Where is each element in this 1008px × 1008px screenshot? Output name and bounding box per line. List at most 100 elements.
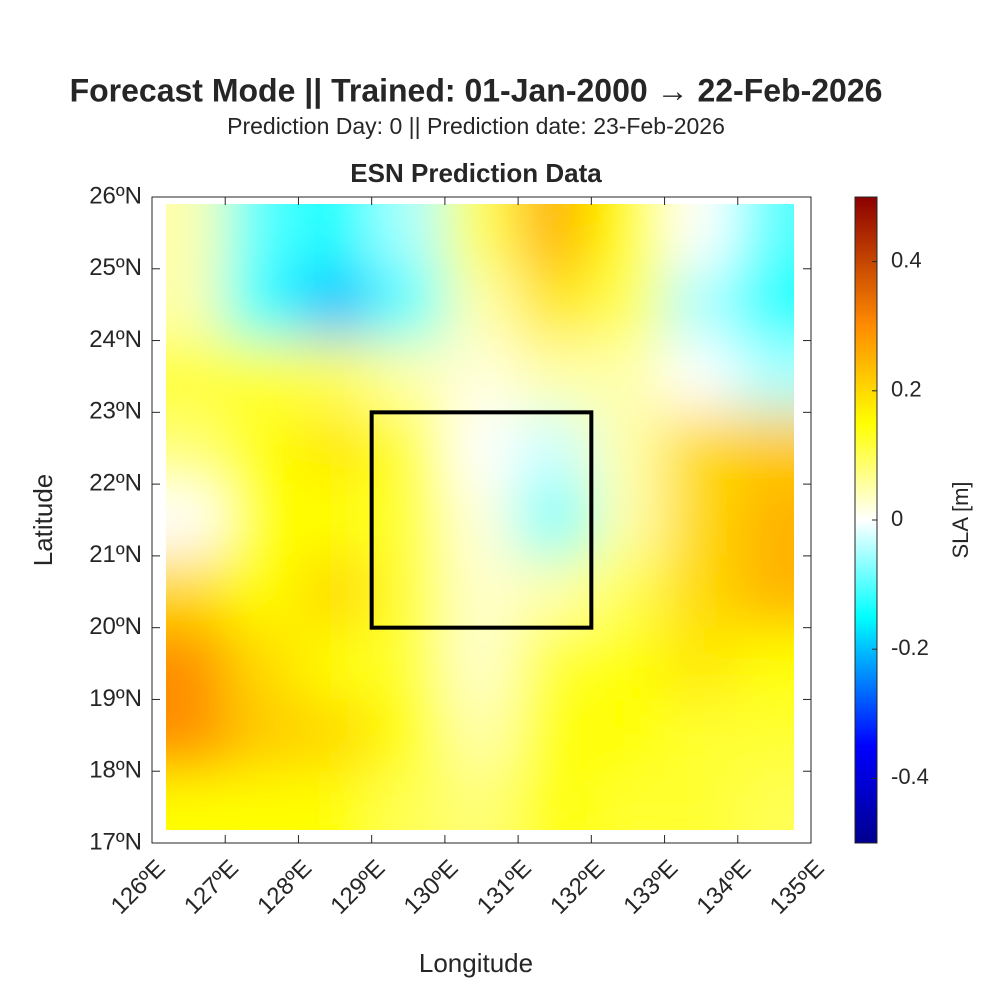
cell xyxy=(517,204,592,270)
cell xyxy=(371,411,446,485)
colorbar-label: SLA [m] xyxy=(948,481,973,558)
cell xyxy=(517,340,592,413)
cell xyxy=(444,627,519,700)
cell xyxy=(517,555,592,629)
y-tick-label: 21ºN xyxy=(89,541,142,568)
region-box xyxy=(369,410,594,630)
cell xyxy=(517,268,592,342)
plot-title: ESN Prediction Data xyxy=(350,158,602,188)
cell xyxy=(371,268,446,342)
x-tick-label: 134ºE xyxy=(692,855,757,920)
cell xyxy=(590,770,666,830)
cell xyxy=(371,770,446,830)
cell xyxy=(590,268,666,342)
y-tick-label: 24ºN xyxy=(89,326,142,353)
cell xyxy=(737,770,794,830)
cell xyxy=(166,483,226,557)
cell xyxy=(166,204,226,270)
cell xyxy=(444,268,519,342)
cell xyxy=(664,555,739,629)
colorbar-tick-label: 0 xyxy=(891,506,903,531)
cell xyxy=(297,698,373,772)
y-tick-label: 20ºN xyxy=(89,613,142,640)
x-tick-label: 131ºE xyxy=(472,855,537,920)
x-tick-label: 128ºE xyxy=(252,855,317,920)
cell xyxy=(664,340,739,413)
axes-frame xyxy=(151,196,812,844)
cell xyxy=(224,340,299,413)
y-tick-label: 18ºN xyxy=(89,757,142,784)
cell xyxy=(737,340,794,413)
cell xyxy=(224,204,299,270)
cell xyxy=(517,698,592,772)
cell xyxy=(224,483,299,557)
cell xyxy=(590,698,666,772)
x-tick-label: 130ºE xyxy=(399,855,464,920)
cell xyxy=(297,770,373,830)
cell xyxy=(737,411,794,485)
x-tick-label: 135ºE xyxy=(765,855,830,920)
cell xyxy=(371,483,446,557)
cell xyxy=(166,627,226,700)
cell xyxy=(517,411,592,485)
cell xyxy=(590,627,666,700)
cells xyxy=(166,204,794,830)
x-tick-label: 132ºE xyxy=(545,855,610,920)
cell xyxy=(444,698,519,772)
colorbar-tick-label: -0.4 xyxy=(891,764,929,789)
cell xyxy=(737,698,794,772)
cell xyxy=(224,411,299,485)
cell xyxy=(517,483,592,557)
cell xyxy=(664,698,739,772)
cell xyxy=(737,268,794,342)
cell xyxy=(737,204,794,270)
cell xyxy=(297,627,373,700)
field xyxy=(166,204,794,830)
cell xyxy=(737,627,794,700)
y-tick-label: 22ºN xyxy=(89,469,142,496)
x-tick-label: 126ºE xyxy=(106,855,171,920)
y-tick-label: 23ºN xyxy=(89,398,142,425)
cell xyxy=(590,555,666,629)
cell xyxy=(166,555,226,629)
cell xyxy=(297,204,373,270)
cell xyxy=(737,483,794,557)
cell xyxy=(664,627,739,700)
cell xyxy=(371,204,446,270)
cell xyxy=(371,340,446,413)
cell xyxy=(297,483,373,557)
cell xyxy=(224,770,299,830)
chart-title: Forecast Mode || Trained: 01-Jan-2000 → … xyxy=(70,72,883,108)
cell xyxy=(224,698,299,772)
colorbar-tick-label: 0.2 xyxy=(891,377,922,402)
cell xyxy=(224,555,299,629)
cell xyxy=(297,411,373,485)
cell xyxy=(444,411,519,485)
cell xyxy=(444,340,519,413)
cell xyxy=(590,204,666,270)
cell xyxy=(297,555,373,629)
cell xyxy=(166,770,226,830)
y-axis-label: Latitude xyxy=(28,474,58,567)
y-tick-label: 25ºN xyxy=(89,254,142,281)
cell xyxy=(737,555,794,629)
y-tick-label: 26ºN xyxy=(89,182,142,209)
cell xyxy=(166,268,226,342)
x-tick-label: 129ºE xyxy=(325,855,390,920)
x-tick-label: 127ºE xyxy=(179,855,244,920)
cell xyxy=(444,770,519,830)
cell xyxy=(166,698,226,772)
cell xyxy=(297,340,373,413)
cell xyxy=(664,770,739,830)
cell xyxy=(664,268,739,342)
cell xyxy=(590,340,666,413)
cell xyxy=(664,204,739,270)
cell xyxy=(224,268,299,342)
cell xyxy=(517,770,592,830)
cell xyxy=(444,204,519,270)
cell xyxy=(166,411,226,485)
y-tick-label: 19ºN xyxy=(89,685,142,712)
cell xyxy=(590,411,666,485)
cell xyxy=(297,268,373,342)
